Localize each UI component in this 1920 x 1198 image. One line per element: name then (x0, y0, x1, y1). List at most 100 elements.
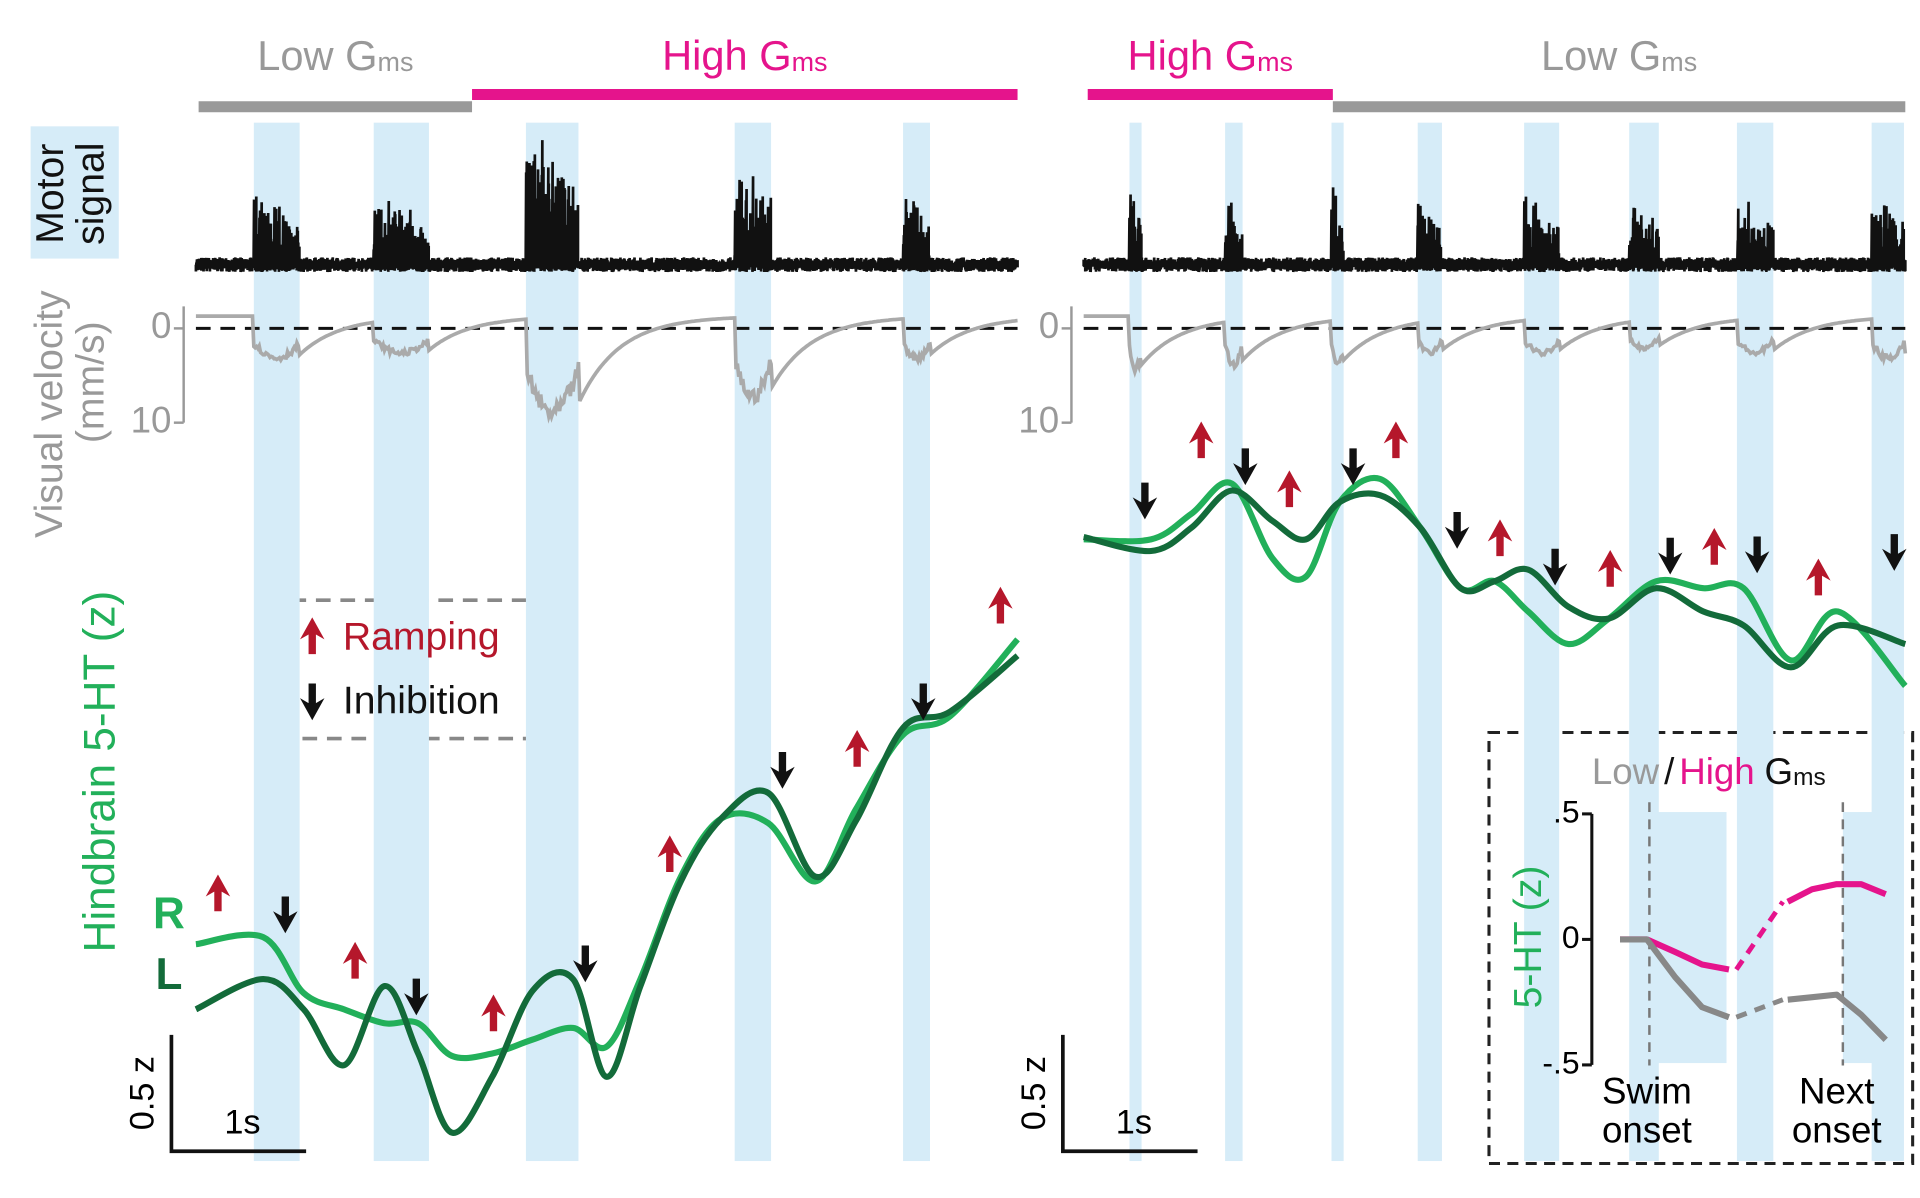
ramping-arrow (1702, 527, 1727, 565)
serotonin-trace (194, 653, 1020, 1136)
velocity-trace (1083, 314, 1908, 379)
inset-title-slash: / (1664, 751, 1675, 792)
ramping-arrow (657, 835, 683, 873)
velocity-tick-label: 10 (131, 399, 172, 440)
velocity-label: Visual velocity (28, 290, 71, 538)
inset-title-low: Low (1592, 751, 1660, 792)
bout-band (734, 122, 772, 1162)
motor-label: signal (69, 143, 112, 245)
inhibition-arrow (1132, 482, 1158, 520)
scale-t-label: 1s (1116, 1103, 1152, 1141)
inset-trace (1620, 936, 1731, 1021)
ramping-arrow (1597, 550, 1623, 587)
inset-xlabel: Next (1799, 1070, 1875, 1111)
condition-text: Low G (257, 32, 377, 79)
inset-trace (1787, 991, 1888, 1042)
inhibition-arrow (1882, 534, 1907, 571)
motor-label: Motor (29, 144, 72, 244)
ramping-arrow (205, 874, 231, 912)
bout-band (1524, 122, 1560, 1162)
inhibition-arrow (1444, 512, 1470, 549)
condition-label: Low Gms (257, 32, 413, 79)
bout-band (1417, 122, 1442, 1162)
velocity-tick-label: 0 (1039, 305, 1059, 346)
bout-band (903, 122, 930, 1162)
motor-trace (194, 140, 1019, 273)
scale-z-label: 0.5 z (1015, 1056, 1053, 1130)
condition-sub: ms (1661, 47, 1697, 77)
inhibition-arrow (1542, 548, 1568, 586)
scale-bar (1061, 1034, 1198, 1154)
inset-xlabel: onset (1602, 1110, 1692, 1151)
ramping-arrow (1806, 558, 1831, 596)
bout-band (1331, 122, 1344, 1162)
condition-sub: ms (378, 47, 414, 77)
condition-label: High Gms (662, 32, 827, 79)
inset-tick-label: 0 (1562, 919, 1580, 955)
ramping-arrow (1188, 421, 1214, 459)
inhibition-arrow (573, 945, 598, 983)
serotonin-trace (1082, 487, 1907, 671)
legend-ramping: Ramping (343, 616, 500, 659)
condition-label: Low Gms (1541, 32, 1697, 79)
inset-title-high: High (1679, 751, 1755, 792)
serotonin-label: Hindbrain 5-HT (z) (75, 591, 124, 953)
velocity-tick-label: 10 (1018, 399, 1059, 440)
bout-band (1225, 122, 1243, 1162)
ramping-arrow (1383, 421, 1409, 459)
inset-title: Low / High Gms (1592, 751, 1826, 792)
legend-inhibition-arrow (300, 683, 325, 721)
inset-xlabel: Swim (1602, 1070, 1692, 1111)
inhibition-arrow (1744, 536, 1770, 574)
inset-band (1842, 812, 1883, 1064)
ramping-arrow (844, 730, 870, 767)
serotonin-trace (195, 637, 1020, 1062)
condition-label: High Gms (1128, 32, 1293, 79)
inhibition-arrow (1233, 448, 1258, 486)
inset-xlabel: onset (1792, 1110, 1882, 1151)
inhibition-arrow (1340, 448, 1366, 486)
bout-band (525, 122, 579, 1162)
motor-label-bg (30, 126, 119, 259)
ramping-arrow (988, 586, 1013, 624)
inset-tick-label: .5 (1553, 793, 1580, 829)
condition-text: High G (1128, 32, 1258, 79)
ramping-arrow (1487, 519, 1513, 557)
condition-text: High G (662, 32, 792, 79)
condition-sub: ms (1257, 47, 1293, 77)
condition-sub: ms (792, 47, 828, 77)
velocity-trace (195, 314, 1018, 424)
scale-bar (169, 1034, 307, 1154)
inset-trace (1786, 881, 1887, 905)
inhibition-arrow (404, 978, 429, 1016)
motor-trace (1082, 187, 1907, 273)
inhibition-arrow (911, 683, 936, 721)
series-label: R (153, 889, 185, 938)
condition-text: Low G (1541, 32, 1661, 79)
velocity-tick-label: 0 (151, 305, 171, 346)
ramping-arrow (481, 994, 506, 1032)
velocity-label: (mm/s) (69, 321, 112, 443)
bout-band (1129, 122, 1142, 1162)
legend-inhibition: Inhibition (343, 679, 500, 722)
inset-band (1649, 812, 1727, 1064)
inhibition-arrow (273, 896, 298, 934)
inset-title-sub: ms (1793, 764, 1826, 791)
scale-z-label: 0.5 z (124, 1056, 162, 1130)
inset-title-g: G (1765, 751, 1794, 792)
scale-t-label: 1s (224, 1103, 260, 1141)
inhibition-arrow (1657, 537, 1683, 575)
inhibition-arrow (770, 752, 795, 789)
legend-ramping-arrow (300, 617, 325, 655)
inset-link (1735, 997, 1784, 1020)
ramping-arrow (342, 941, 368, 979)
bout-band (253, 122, 300, 1162)
inset-ylabel: 5-HT (z) (1507, 866, 1550, 1009)
bout-band (1736, 122, 1774, 1162)
ramping-arrow (1277, 470, 1302, 508)
series-label: L (156, 950, 183, 999)
inset-tick-label: -.5 (1542, 1044, 1579, 1080)
inset-link (1734, 900, 1785, 971)
